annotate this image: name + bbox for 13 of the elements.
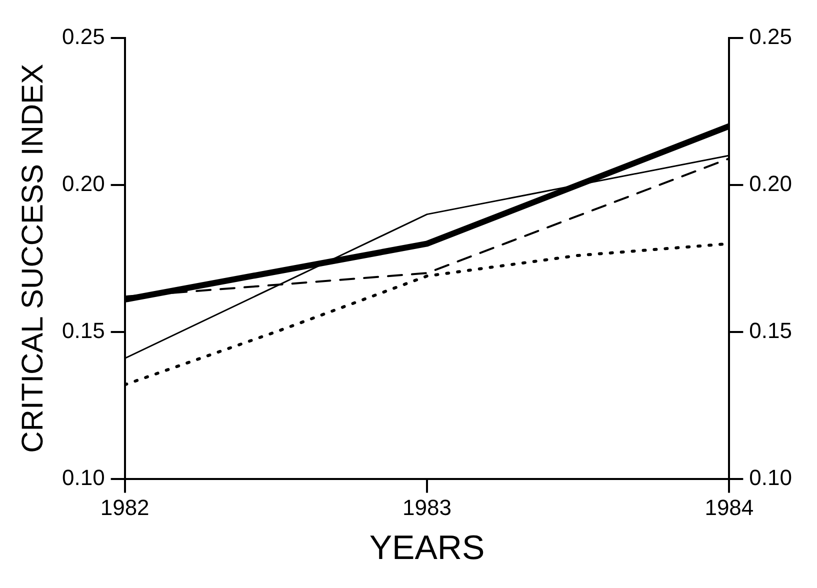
y2-tick-label: 0.20 [749,170,792,196]
x-axis-title: YEARS [369,528,485,567]
y2-tick-label: 0.25 [749,24,792,50]
x-tick-label: 1982 [100,495,150,520]
y-tick-label: 0.20 [62,170,105,196]
y-tick-label: 0.15 [62,318,105,343]
x-tick-label: 1983 [402,495,452,520]
y2-tick-label: 0.10 [749,464,792,490]
x-tick-label: 1984 [704,495,754,520]
y-tick-label: 0.10 [62,464,105,490]
y2-tick-label: 0.15 [749,318,792,343]
y-tick-label: 0.25 [62,24,105,50]
y-axis-title: CRITICAL SUCCESS INDEX [16,64,50,453]
